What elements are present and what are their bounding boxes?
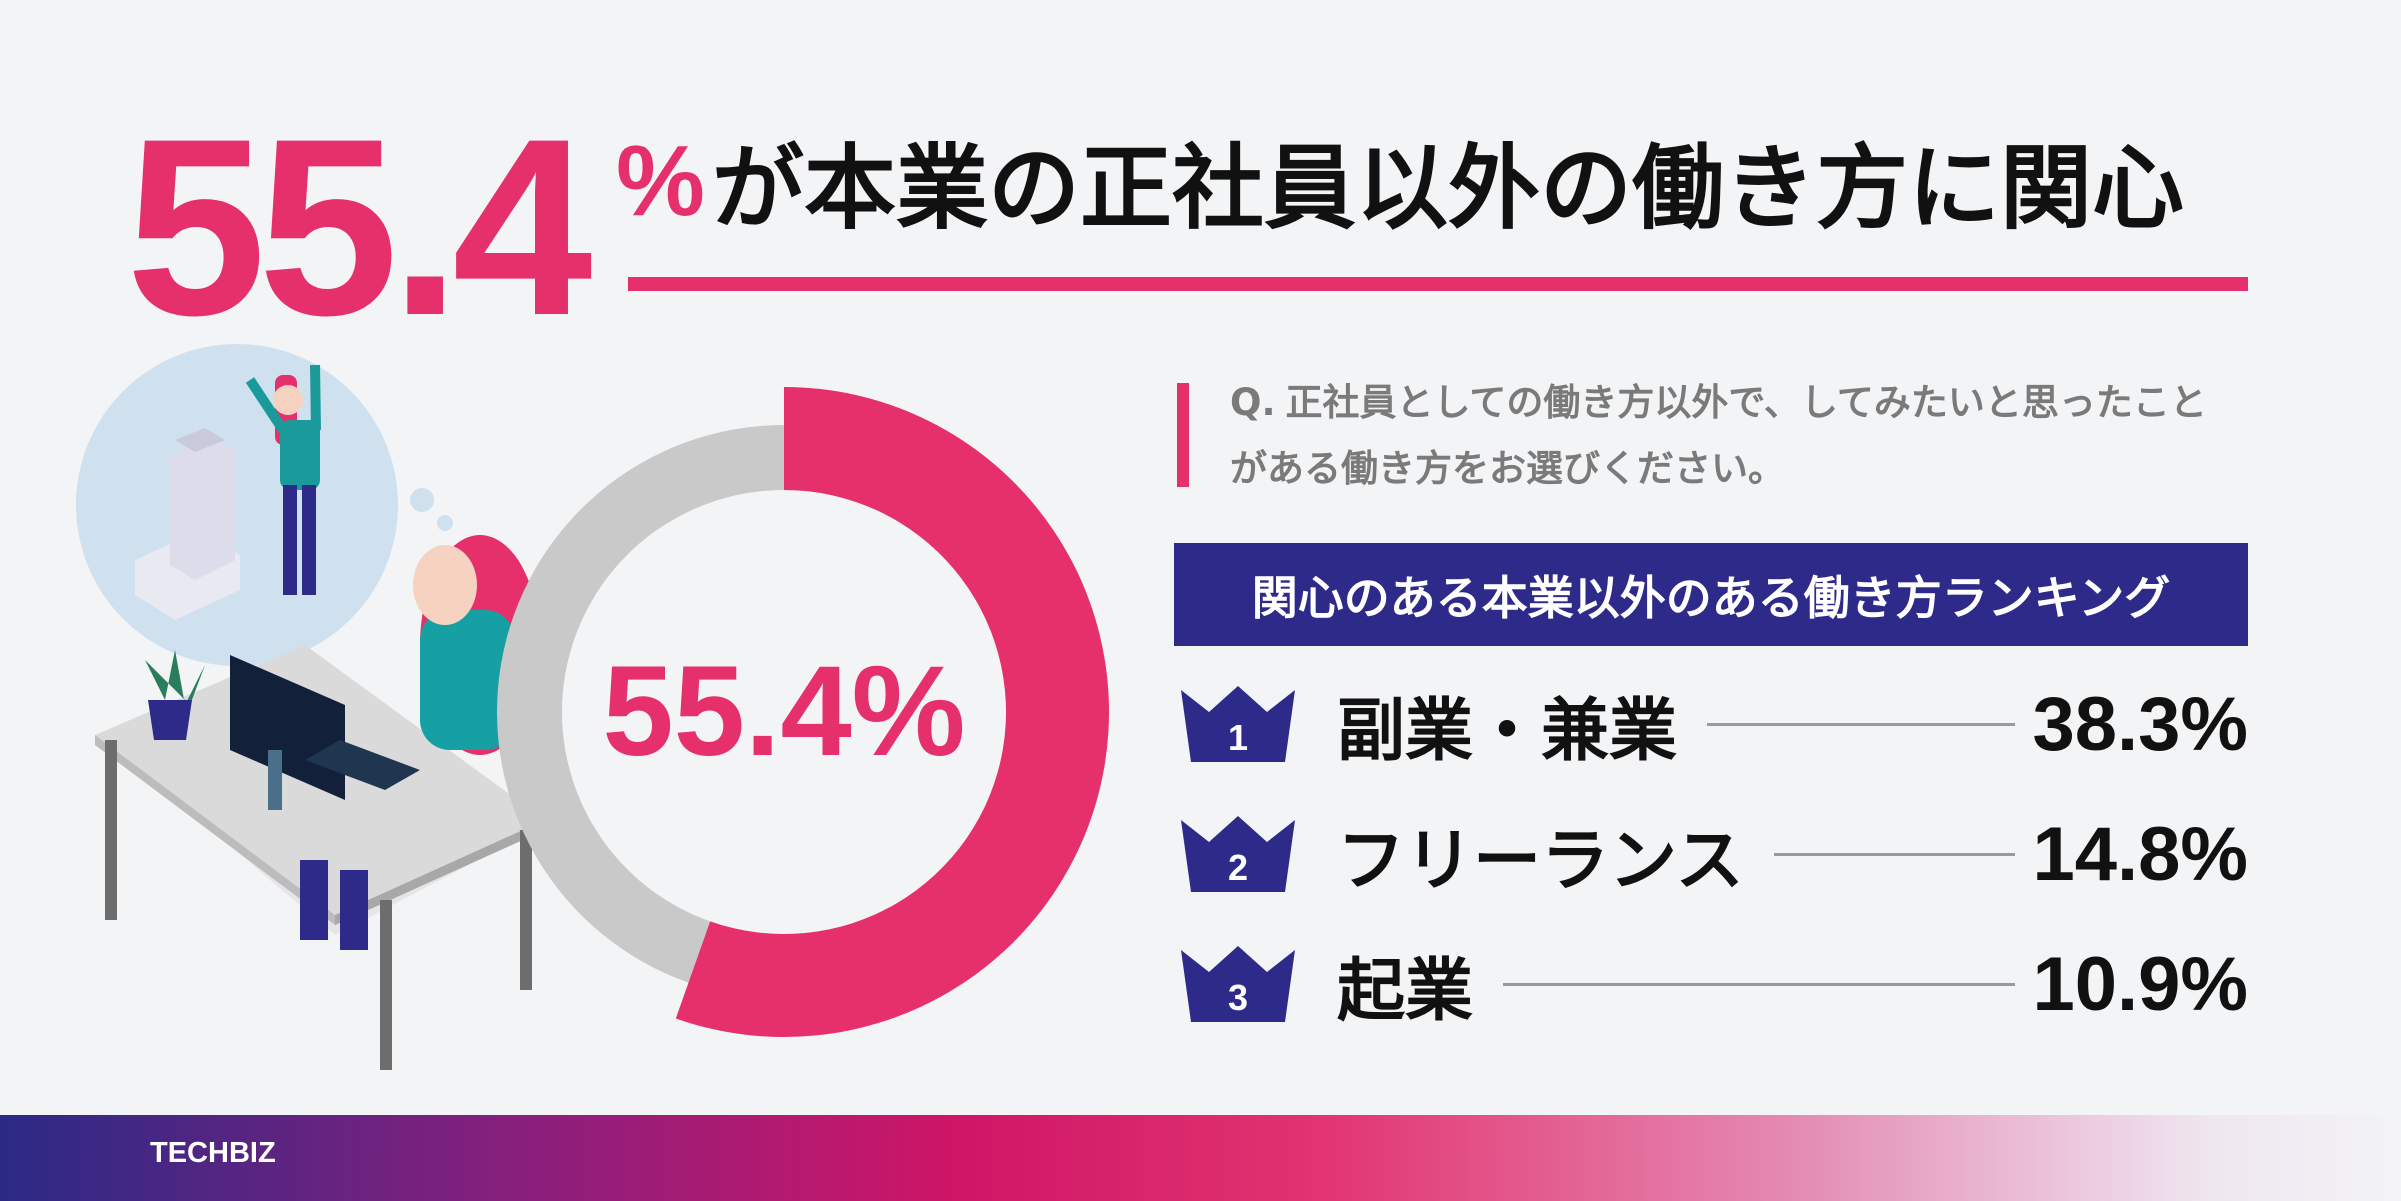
headline-underline — [628, 277, 2248, 291]
rank-value: 10.9% — [2032, 941, 2249, 1027]
rank-number: 2 — [1228, 847, 1248, 888]
ranking-item: 1 副業・兼業 38.3% — [1179, 679, 2249, 771]
ranking-item: 3 起業 10.9% — [1179, 939, 2249, 1031]
question: Q. 正社員としての働き方以外で、してみたいと思ったことがある働き方をお選びくださ… — [1230, 370, 2230, 502]
donut-rest — [496, 425, 784, 983]
rank-label: 起業 — [1337, 951, 1474, 1031]
question-prefix: Q. — [1230, 381, 1276, 424]
illustration — [76, 344, 545, 1070]
donut-center-label: 55.4% — [603, 640, 966, 783]
question-text: 正社員としての働き方以外で、してみたいと思ったことがある働き方をお選びください。 — [1230, 381, 2207, 490]
crown-shape — [1181, 816, 1295, 892]
rank-crown: 1 — [1181, 686, 1295, 762]
headline-text: が本業の正社員以外の働き方に関心 — [712, 135, 2184, 242]
footer-band — [0, 1115, 2401, 1201]
question-accent — [1177, 383, 1189, 487]
ranking-item: 2 フリーランス 14.8% — [1179, 809, 2249, 901]
rank-crown: 3 — [1181, 946, 1295, 1022]
rank-label: フリーランス — [1337, 821, 1744, 901]
footer-brand: TECHBIZ — [150, 1137, 276, 1169]
leader-line — [1503, 982, 2015, 986]
rank-label: 副業・兼業 — [1337, 691, 1678, 771]
rank-number: 3 — [1228, 977, 1248, 1018]
leader-line — [1773, 852, 2015, 856]
crown-shape — [1181, 686, 1295, 762]
rank-crown: 2 — [1181, 816, 1295, 892]
rank-number: 1 — [1228, 717, 1248, 758]
leader-line — [1707, 722, 2015, 726]
headline-number: 55.4 — [126, 87, 591, 368]
rank-value: 14.8% — [2032, 811, 2249, 897]
crown-shape — [1181, 946, 1295, 1022]
donut-segment — [675, 387, 1109, 1037]
headline-unit: % — [616, 125, 705, 237]
ranking-title: 関心のある本業以外のある働き方ランキング — [1174, 543, 2248, 646]
rank-value: 38.3% — [2032, 681, 2249, 767]
